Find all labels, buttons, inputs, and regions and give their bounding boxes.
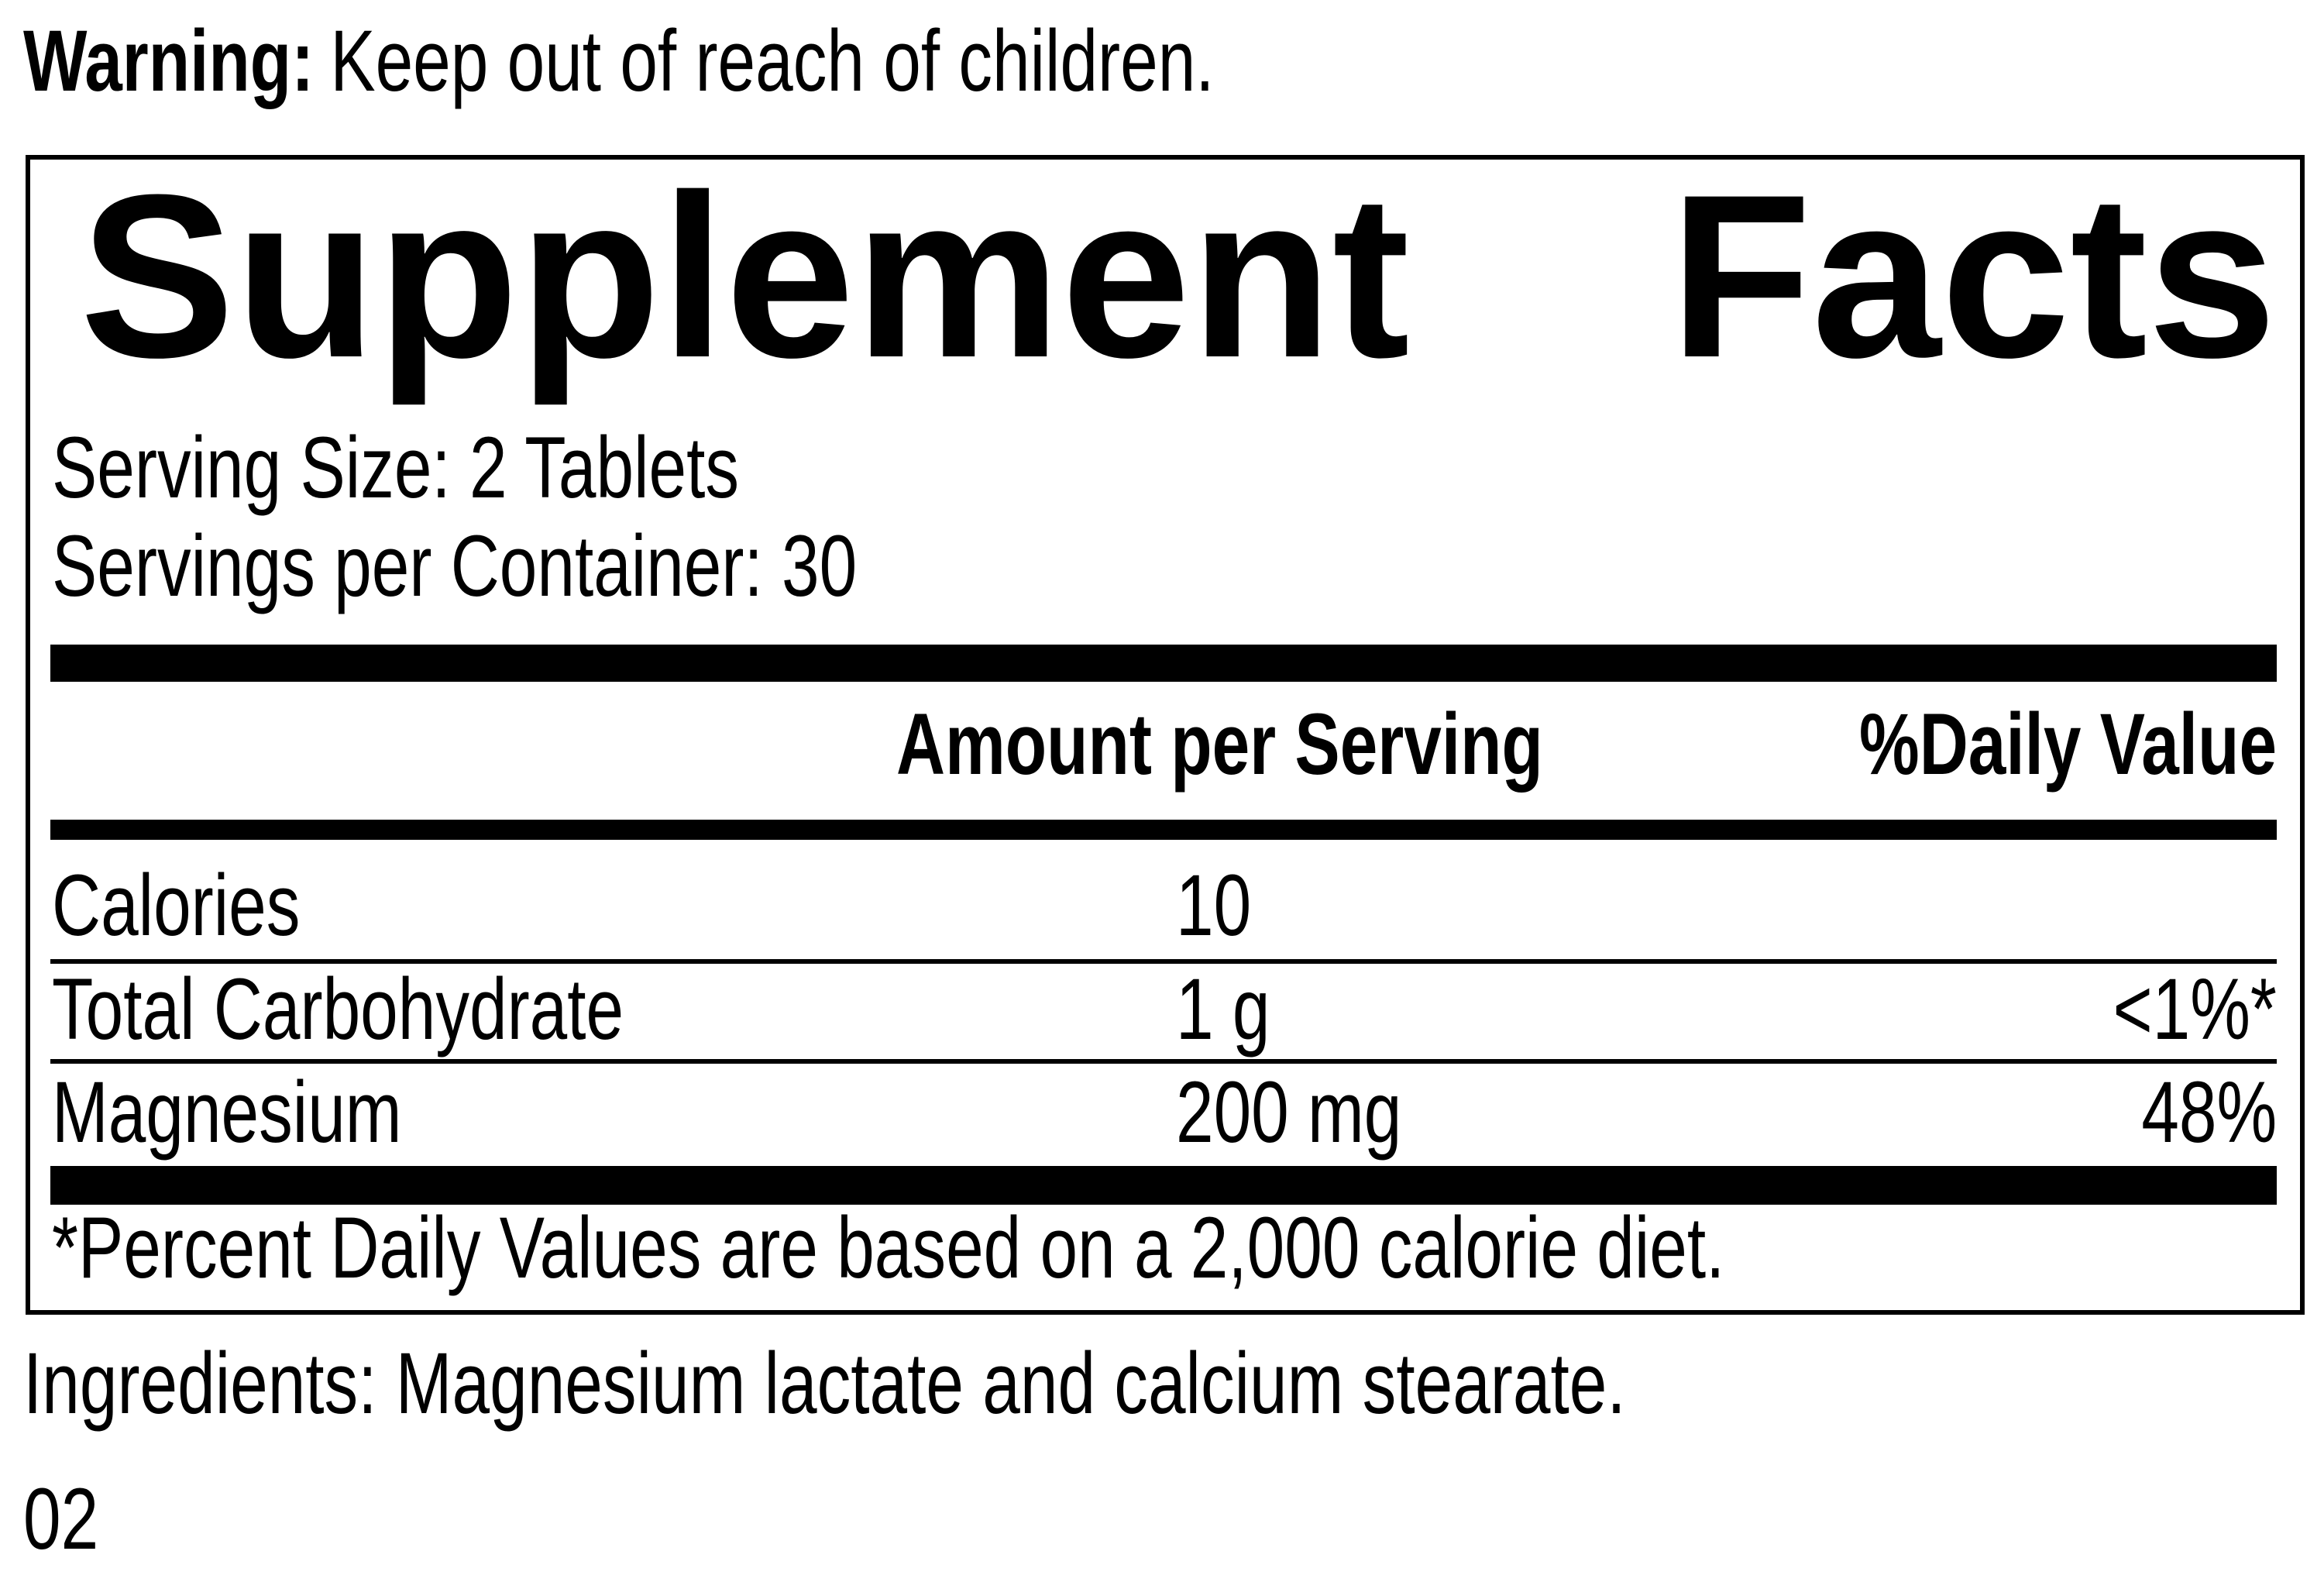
nutrient-row-name: Total Carbohydrate [52,961,624,1058]
panel-title: Supplement Facts [80,160,2277,392]
nutrient-row-amount: 200 mg [1176,1064,1402,1161]
panel-title-word-supplement: Supplement [80,146,1410,406]
column-header-amount: Amount per Serving [896,696,1543,793]
warning-text-wrap: Warning: Keep out of reach of children. [23,9,1215,113]
warning-label: Warning: [23,12,315,109]
divider-hairline-1 [50,959,2277,964]
divider-thick-top [50,645,2277,682]
nutrient-row-dv: 48% [2141,1064,2277,1161]
ingredients-line: Ingredients: Magnesium lactate and calci… [23,1335,1626,1432]
nutrient-row-name: Magnesium [52,1064,402,1161]
warning-text: Keep out of reach of children. [330,12,1215,109]
supplement-facts-panel: Supplement Facts Serving Size: 2 Tablets… [26,155,2305,1315]
daily-value-footnote: *Percent Daily Values are based on a 2,0… [52,1199,1725,1296]
panel-title-word-facts: Facts [1669,146,2277,406]
label-code: 02 [23,1470,99,1567]
column-header-daily-value: %Daily Value [1858,696,2277,793]
divider-medium-header [50,820,2277,840]
nutrient-row-dv: <1%* [2113,961,2277,1058]
divider-hairline-2 [50,1059,2277,1064]
nutrient-row-amount: 10 [1176,857,1252,954]
warning-line: Warning: Keep out of reach of children. [23,9,1550,113]
nutrient-row-amount: 1 g [1176,961,1270,1058]
nutrient-row-name: Calories [52,857,301,954]
servings-per-container-line: Servings per Container: 30 [52,518,858,614]
divider-thick-bottom [50,1166,2277,1205]
serving-size-line: Serving Size: 2 Tablets [52,419,740,516]
